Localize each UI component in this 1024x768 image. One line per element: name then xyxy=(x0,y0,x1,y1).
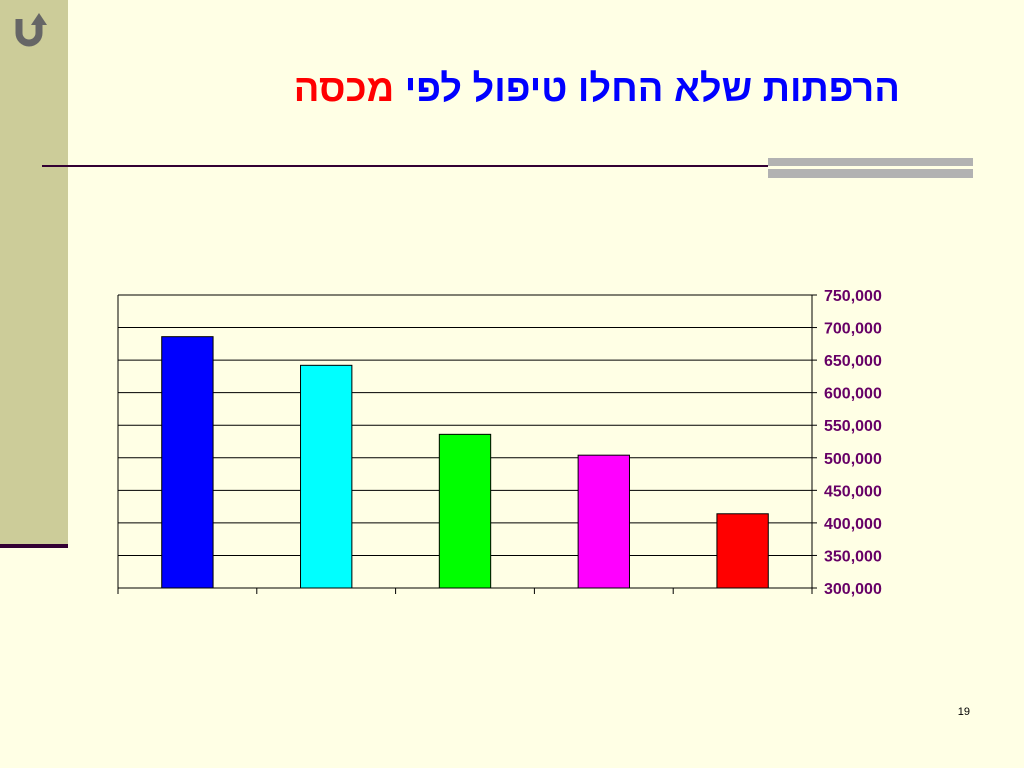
y-tick-label: 350,000 xyxy=(824,548,882,565)
u-turn-arrow-icon xyxy=(15,13,47,47)
bar xyxy=(300,364,353,589)
bar xyxy=(438,433,492,589)
slide-title-accent: מכסה xyxy=(293,68,395,110)
back-button[interactable] xyxy=(6,4,52,50)
bar xyxy=(161,336,214,589)
left-decor-band xyxy=(0,0,68,545)
slide-title-main: הרפתות שלא החלו טיפול לפי xyxy=(404,68,900,110)
slide-title: הרפתות שלא החלו טיפול לפי מכסה xyxy=(100,68,900,111)
y-tick-label: 450,000 xyxy=(824,483,882,500)
title-divider-bar-gap xyxy=(768,166,973,169)
y-tick-label: 600,000 xyxy=(824,386,882,403)
bar xyxy=(577,454,630,589)
y-tick-label: 700,000 xyxy=(824,321,882,338)
title-divider xyxy=(42,165,972,167)
y-tick-label: 650,000 xyxy=(824,353,882,370)
page-number: 19 xyxy=(957,706,970,718)
y-tick-label: 500,000 xyxy=(824,451,882,468)
y-tick-label: 400,000 xyxy=(824,516,882,533)
left-decor-line xyxy=(0,544,68,548)
y-tick-label: 300,000 xyxy=(824,581,882,598)
y-tick-label: 750,000 xyxy=(824,288,882,305)
y-tick-label: 550,000 xyxy=(824,418,882,435)
bar xyxy=(716,513,769,589)
